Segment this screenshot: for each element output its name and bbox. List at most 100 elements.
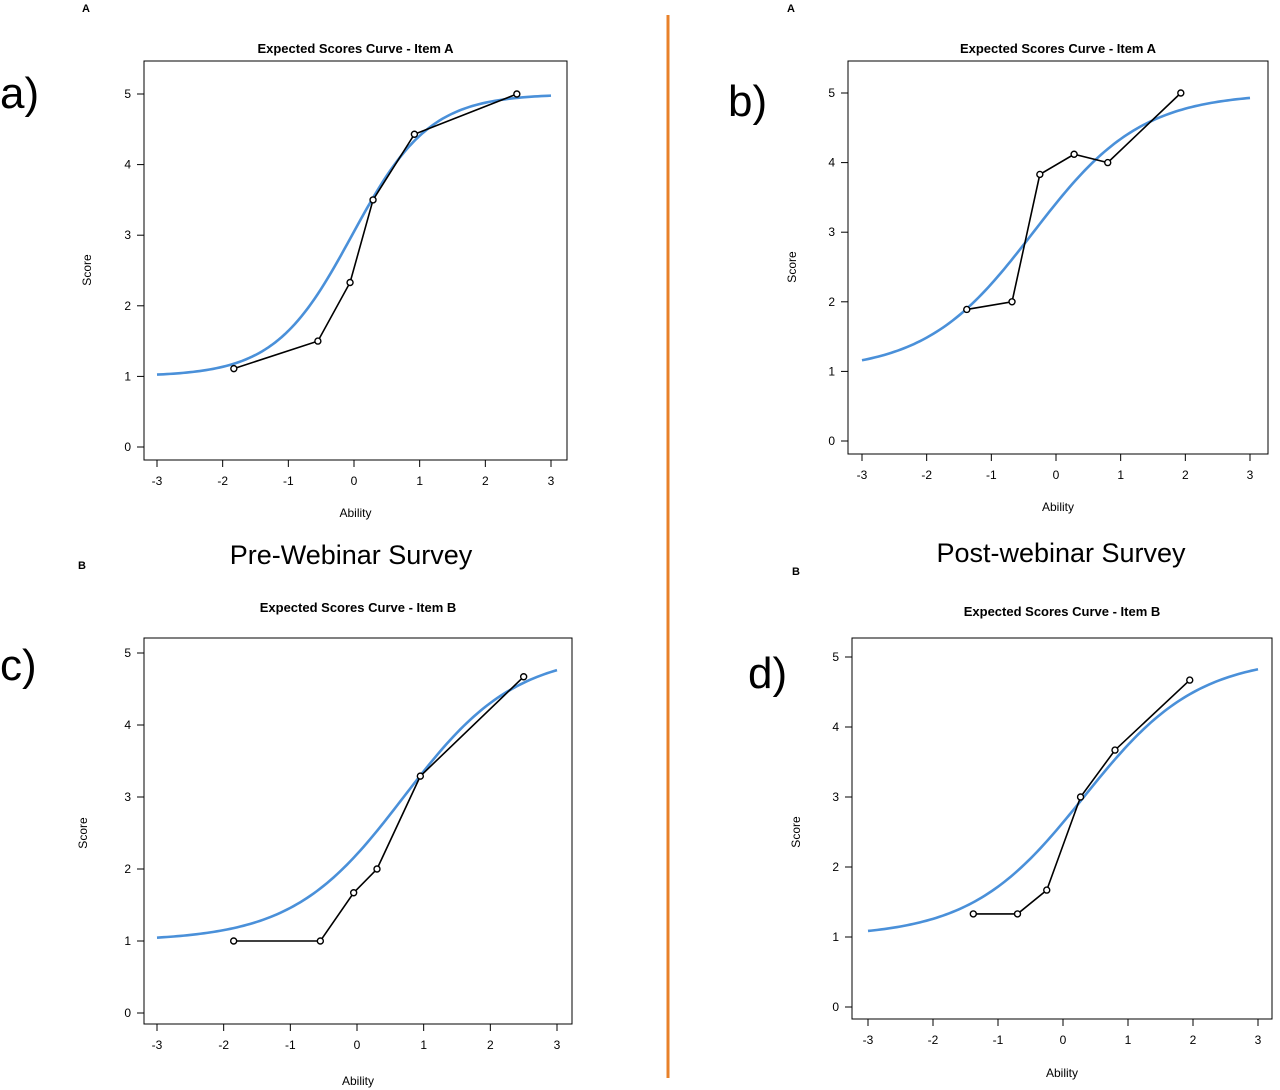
observed-point bbox=[416, 772, 425, 780]
panel-corner-tag: B bbox=[792, 566, 800, 578]
observed-point bbox=[410, 130, 419, 138]
x-tick-label: 2 bbox=[482, 474, 489, 488]
x-tick-label: -3 bbox=[863, 1033, 874, 1047]
observed-point bbox=[1070, 150, 1078, 158]
panel-corner-tag: A bbox=[82, 3, 90, 15]
chart-title: Expected Scores Curve - Item B bbox=[964, 604, 1161, 619]
x-tick-label: 3 bbox=[1255, 1033, 1262, 1047]
panel-corner-tag: A bbox=[787, 3, 795, 15]
plot-frame bbox=[847, 60, 1269, 455]
y-tick-label: 1 bbox=[832, 930, 839, 944]
y-tick-label: 0 bbox=[832, 1000, 839, 1014]
x-tick-label: -1 bbox=[993, 1033, 1004, 1047]
x-tick-label: -3 bbox=[857, 468, 868, 482]
y-tick-label: 5 bbox=[828, 86, 835, 100]
panel-letter: b) bbox=[728, 77, 767, 126]
observed-point bbox=[1186, 676, 1194, 684]
y-tick-label: 5 bbox=[124, 646, 131, 660]
observed-score-line bbox=[973, 679, 1191, 915]
y-axis-label: Score bbox=[76, 817, 90, 849]
panel-letter: d) bbox=[748, 649, 787, 698]
y-axis-label: Score bbox=[785, 251, 799, 283]
pre-webinar-heading: Pre-Webinar Survey bbox=[230, 540, 473, 570]
x-tick-label: 3 bbox=[554, 1038, 561, 1052]
x-tick-label: -2 bbox=[218, 1038, 229, 1052]
observed-score-line bbox=[233, 93, 518, 370]
x-axis-label: Ability bbox=[339, 506, 371, 520]
plot-frame bbox=[143, 637, 573, 1025]
observed-point bbox=[1076, 793, 1085, 801]
y-tick-label: 3 bbox=[828, 225, 835, 239]
y-tick-label: 4 bbox=[828, 156, 835, 170]
y-tick-label: 1 bbox=[828, 364, 835, 378]
y-axis-label: Score bbox=[80, 254, 94, 286]
y-tick-label: 2 bbox=[832, 860, 839, 874]
x-tick-label: -3 bbox=[152, 1038, 163, 1052]
y-tick-label: 5 bbox=[124, 87, 131, 101]
observed-point bbox=[316, 937, 325, 945]
observed-point bbox=[349, 889, 358, 897]
expected-score-curve bbox=[861, 96, 1251, 362]
observed-point bbox=[373, 865, 381, 873]
y-tick-label: 4 bbox=[124, 718, 131, 732]
x-tick-label: -2 bbox=[921, 468, 932, 482]
y-tick-label: 4 bbox=[124, 158, 131, 172]
panel-letter: c) bbox=[0, 641, 37, 690]
chart-panels: a) A Expected Scores Curve - Item A -3 -2 -1 0… bbox=[0, 3, 1273, 1088]
chart-title: Expected Scores Curve - Item B bbox=[260, 600, 457, 615]
x-tick-label: -2 bbox=[217, 474, 228, 488]
x-tick-label: 1 bbox=[416, 474, 423, 488]
x-tick-label: -1 bbox=[986, 468, 997, 482]
y-tick-label: 0 bbox=[124, 440, 131, 454]
y-axis-label: Score bbox=[789, 816, 803, 848]
x-axis-label: Ability bbox=[1042, 500, 1074, 514]
x-tick-label: 2 bbox=[1190, 1033, 1197, 1047]
y-tick-label: 2 bbox=[124, 862, 131, 876]
x-tick-label: 1 bbox=[420, 1038, 427, 1052]
y-tick-label: 2 bbox=[828, 295, 835, 309]
y-tick-label: 2 bbox=[124, 299, 131, 313]
chart-title: Expected Scores Curve - Item A bbox=[960, 41, 1157, 56]
observed-point bbox=[346, 278, 354, 287]
y-tick-label: 3 bbox=[124, 228, 131, 242]
y-tick-label: 5 bbox=[832, 650, 839, 664]
x-tick-label: -1 bbox=[285, 1038, 296, 1052]
observed-point bbox=[513, 90, 521, 98]
y-tick-label: 3 bbox=[124, 790, 131, 804]
y-tick-label: 0 bbox=[124, 1006, 131, 1020]
observed-score-line bbox=[233, 676, 525, 942]
observed-point bbox=[969, 910, 977, 918]
x-tick-label: 3 bbox=[1247, 468, 1254, 482]
x-axis-label: Ability bbox=[1046, 1066, 1078, 1080]
x-tick-label: 0 bbox=[354, 1038, 361, 1052]
chart-title: Expected Scores Curve - Item A bbox=[257, 41, 454, 56]
expected-score-curve bbox=[156, 668, 558, 939]
x-tick-label: 1 bbox=[1117, 468, 1124, 482]
observed-point bbox=[229, 937, 238, 945]
chart-panel: c) B Expected Scores Curve - Item B -3 -2 -1 0… bbox=[0, 560, 573, 1088]
panel-letter: a) bbox=[0, 69, 39, 118]
x-tick-label: -1 bbox=[283, 474, 294, 488]
observed-point bbox=[1043, 886, 1051, 894]
chart-panel: d) B Expected Scores Curve - Item B -3 -2 -1 0… bbox=[748, 566, 1273, 1080]
observed-point bbox=[314, 337, 322, 345]
x-tick-label: 2 bbox=[487, 1038, 494, 1052]
expected-score-curve bbox=[156, 94, 552, 376]
observed-point bbox=[1177, 89, 1185, 97]
x-tick-label: 1 bbox=[1125, 1033, 1132, 1047]
chart-panel: a) A Expected Scores Curve - Item A -3 -2 -1 0… bbox=[0, 3, 568, 520]
observed-point bbox=[963, 305, 971, 314]
observed-point bbox=[1008, 298, 1016, 306]
x-axis-label: Ability bbox=[342, 1074, 374, 1088]
x-tick-label: 3 bbox=[548, 474, 555, 488]
x-tick-label: -3 bbox=[152, 474, 163, 488]
observed-score-line bbox=[966, 92, 1182, 311]
observed-point bbox=[230, 364, 238, 373]
x-tick-label: -2 bbox=[928, 1033, 939, 1047]
chart-panel: b) A Expected Scores Curve - Item A -3 -2 -1 0… bbox=[728, 3, 1269, 514]
plot-frame bbox=[851, 637, 1273, 1020]
y-tick-label: 0 bbox=[828, 434, 835, 448]
observed-point bbox=[369, 196, 377, 204]
x-tick-label: 0 bbox=[351, 474, 358, 488]
